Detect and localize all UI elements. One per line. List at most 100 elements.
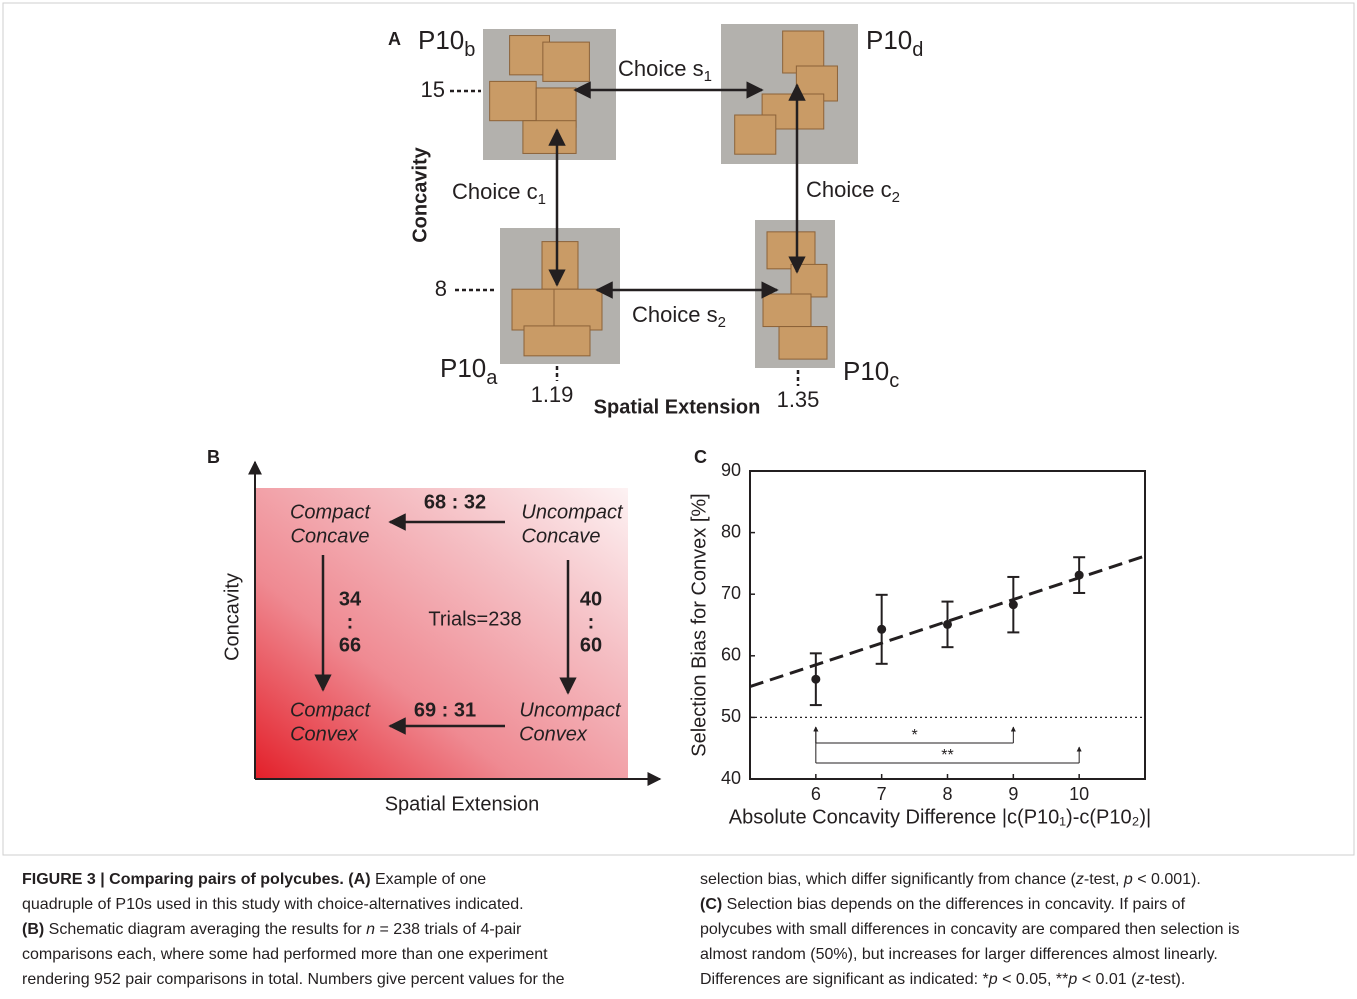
y-tick-label: 70	[721, 583, 741, 603]
panel-label: B	[207, 447, 220, 467]
ratio: 69 : 31	[414, 699, 476, 721]
y-axis-label: Selection Bias for Convex [%]	[688, 493, 710, 756]
cube-sub: c	[889, 370, 899, 392]
caption-run: z	[1075, 871, 1084, 888]
choice-label: Choice s2	[632, 302, 726, 331]
caption-run: p	[1123, 871, 1133, 888]
wood-block	[778, 326, 828, 360]
caption-run: -test).	[1144, 971, 1186, 988]
caption-run: Selection bias depends on the difference…	[722, 896, 1186, 913]
choice-label: Choice c1	[452, 179, 546, 208]
panel-b: B Concavity Spatial Extension Compact Co…	[207, 447, 662, 815]
caption-run: = 238 trials of 4-pair	[375, 921, 522, 938]
corner-label: Uncompact	[521, 501, 624, 523]
significance-label: **	[941, 747, 953, 764]
wood-block	[542, 41, 590, 82]
point	[811, 674, 821, 684]
caption-run: Differences are significant as indicated…	[700, 971, 989, 988]
axis-label: Concavity	[221, 573, 243, 661]
wood-block	[553, 288, 603, 331]
caption-run: -test,	[1083, 871, 1124, 888]
wood-block	[522, 120, 577, 154]
caption-run: < 0.05, **	[997, 971, 1069, 988]
cube-sub: a	[486, 367, 498, 389]
axis-label: Concavity	[409, 146, 431, 242]
tick-label: 1.19	[531, 382, 574, 407]
corner-label: Concave	[522, 525, 601, 547]
caption-run: n	[366, 921, 376, 938]
panel-label: C	[694, 447, 707, 467]
ratio: :	[588, 611, 595, 633]
corner-label: Compact	[290, 699, 371, 721]
caption-run: (C)	[700, 896, 723, 913]
axis-label: Spatial Extension	[385, 793, 540, 815]
y-tick-label: 40	[721, 768, 741, 788]
x-tick-label: 6	[811, 784, 821, 804]
caption-line: (C) Selection bias depends on the differ…	[700, 895, 1240, 920]
y-tick-label: 90	[721, 460, 741, 480]
cube-label: P10d	[866, 25, 923, 61]
x-tick-label: 7	[877, 784, 887, 804]
trials: Trials=238	[428, 608, 521, 630]
caption-run: p	[988, 971, 998, 988]
point	[877, 624, 887, 634]
choice-name: Choice s	[618, 56, 704, 81]
choice-label: Choice s1	[618, 56, 712, 85]
cube-name: P10	[440, 353, 486, 383]
caption-run: quadruple of P10s used in this study wit…	[22, 896, 524, 913]
wood-block	[762, 293, 812, 328]
x-tick-label: 9	[1008, 784, 1018, 804]
ratio: 66	[339, 634, 361, 656]
wood-block	[489, 80, 537, 122]
cube-name: P10	[418, 25, 464, 55]
x-tick-label: 8	[942, 784, 952, 804]
caption-run: < 0.001).	[1132, 871, 1201, 888]
choice-name: Choice c	[452, 179, 538, 204]
y-tick-label: 50	[721, 706, 741, 726]
caption-run: FIGURE 3 | Comparing pairs of polycubes.…	[22, 871, 371, 888]
choice-label: Choice c2	[806, 177, 900, 206]
figure-frame	[2, 2, 1355, 856]
choice-name: Choice c	[806, 177, 892, 202]
y-tick-label: 80	[721, 521, 741, 541]
cube-label: P10c	[843, 356, 899, 392]
x-tick-label: 10	[1069, 784, 1089, 804]
choice-sub: 1	[538, 191, 546, 208]
wood-block	[734, 114, 777, 155]
caption-line: quadruple of P10s used in this study wit…	[22, 895, 565, 920]
y-tick-label: 60	[721, 645, 741, 665]
panel-a: A P10b P10d P10a P10c Choice s1 Choice c…	[388, 24, 923, 418]
significance-label: *	[911, 727, 917, 744]
choice-sub: 2	[892, 189, 900, 206]
caption-line: polycubes with small differences in conc…	[700, 920, 1240, 945]
axis-label: Spatial Extension	[594, 396, 761, 418]
caption-right: selection bias, which differ significant…	[700, 870, 1240, 995]
caption-line: Differences are significant as indicated…	[700, 970, 1240, 995]
cube-sub: d	[912, 39, 923, 61]
wood-block	[766, 231, 816, 270]
ratios: 68 : 32 69 : 31 34 : 66 40 : 60	[339, 491, 602, 721]
cube-label: P10b	[418, 25, 475, 61]
caption-run: rendering 952 pair comparisons in total.…	[22, 971, 565, 988]
caption-run: almost random (50%), but increases for l…	[700, 946, 1218, 963]
caption-line: (B) Schematic diagram averaging the resu…	[22, 920, 565, 945]
wood-block	[523, 325, 591, 357]
cube-sub: b	[464, 39, 475, 61]
ratio: :	[347, 611, 354, 633]
caption-run: < 0.01 (	[1077, 971, 1137, 988]
ratio: 68 : 32	[424, 491, 486, 513]
corner-label: Convex	[519, 723, 588, 745]
tick-label: 8	[435, 276, 447, 301]
corner-label: Uncompact	[519, 699, 622, 721]
tick-dashes	[450, 89, 800, 386]
ratio: 60	[580, 634, 602, 656]
choice-arrows	[314, 513, 577, 735]
wood-block	[541, 241, 579, 290]
caption-line: comparisons each, where some had perform…	[22, 945, 565, 970]
caption-run: comparisons each, where some had perform…	[22, 946, 548, 963]
cube-name: P10	[866, 25, 912, 55]
caption-line: rendering 952 pair comparisons in total.…	[22, 970, 565, 995]
x-axis-label: Absolute Concavity Difference |c(P10₁)-c…	[729, 806, 1151, 828]
caption-run: Schematic diagram averaging the results …	[44, 921, 367, 938]
